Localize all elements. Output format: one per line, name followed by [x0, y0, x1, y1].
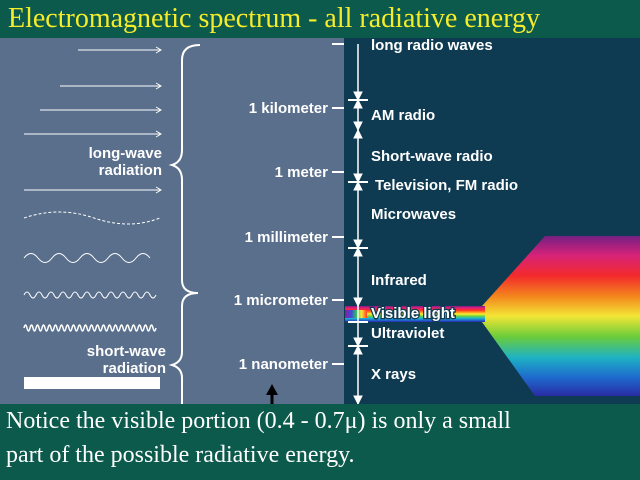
arrow-up-icon [353, 344, 363, 355]
spectrum-diagram: long-wave radiation short-wave radiation… [0, 38, 640, 404]
short-wave-label-line2: radiation [103, 360, 166, 377]
band-markers [348, 44, 368, 404]
arrow-up-icon [353, 246, 363, 257]
scale-label-kilometer: 1 kilometer [249, 100, 328, 117]
caption-line-2: part of the possible radiative energy. [6, 442, 355, 468]
visible-spectrum-fan [482, 236, 640, 396]
arrow-down-icon [353, 173, 363, 184]
band-x-rays: X rays [371, 366, 416, 383]
arrow-up-icon [353, 128, 363, 139]
scale-label-meter: 1 meter [275, 164, 329, 181]
wave-shortest [23, 324, 157, 332]
left-panel [0, 38, 344, 404]
caption: Notice the visible portion (0.4 - 0.7μ) … [0, 404, 640, 480]
up-arrow-icon [266, 384, 278, 395]
slide-title: Electromagnetic spectrum - all radiative… [0, 0, 640, 38]
wave-shorter [23, 291, 157, 299]
arrow-down-icon [353, 337, 363, 348]
arrow-down-icon [353, 297, 363, 308]
wave-short [23, 253, 151, 263]
scale-label-micrometer: 1 micrometer [234, 292, 328, 309]
arrow-down-icon [353, 239, 363, 250]
short-wave-label-line1: short-wave [87, 343, 166, 360]
short-wave-brace [168, 292, 199, 404]
band-long-radio: long radio waves [371, 38, 493, 54]
arrow-up-icon [353, 180, 363, 191]
band-microwaves: Microwaves [371, 206, 456, 223]
arrow-down-icon [353, 395, 363, 404]
band-short-wave-radio: Short-wave radio [371, 148, 493, 165]
gamma-bar [24, 377, 160, 389]
scale: 1 kilometer 1 meter 1 millimeter 1 micro… [234, 43, 344, 373]
scale-label-millimeter: 1 millimeter [245, 229, 329, 246]
arrowhead-icon [155, 106, 162, 114]
arrowhead-icon [155, 46, 162, 54]
band-television-fm: Television, FM radio [375, 177, 518, 194]
caption-line-1: Notice the visible portion (0.4 - 0.7μ) … [6, 408, 511, 434]
arrowhead-icon [155, 82, 162, 90]
arrow-down-icon [353, 121, 363, 132]
band-am-radio: AM radio [371, 107, 435, 124]
arrowhead-icon [155, 130, 162, 138]
scale-label-nanometer: 1 nanometer [239, 356, 328, 373]
wave-illustrations [23, 46, 162, 332]
long-wave-brace [168, 44, 201, 294]
visible-color-bar [345, 310, 367, 318]
arrowhead-icon [155, 186, 162, 194]
band-infrared: Infrared [371, 272, 427, 289]
long-wave-label-line2: radiation [99, 162, 162, 179]
long-wave-label-line1: long-wave [89, 145, 162, 162]
band-visible-light: Visible light [371, 305, 455, 322]
band-ultraviolet: Ultraviolet [371, 325, 444, 342]
wave-medium [23, 211, 161, 225]
arrow-down-icon [353, 91, 363, 102]
arrow-up-icon [353, 98, 363, 109]
visible-light-band [345, 306, 485, 322]
